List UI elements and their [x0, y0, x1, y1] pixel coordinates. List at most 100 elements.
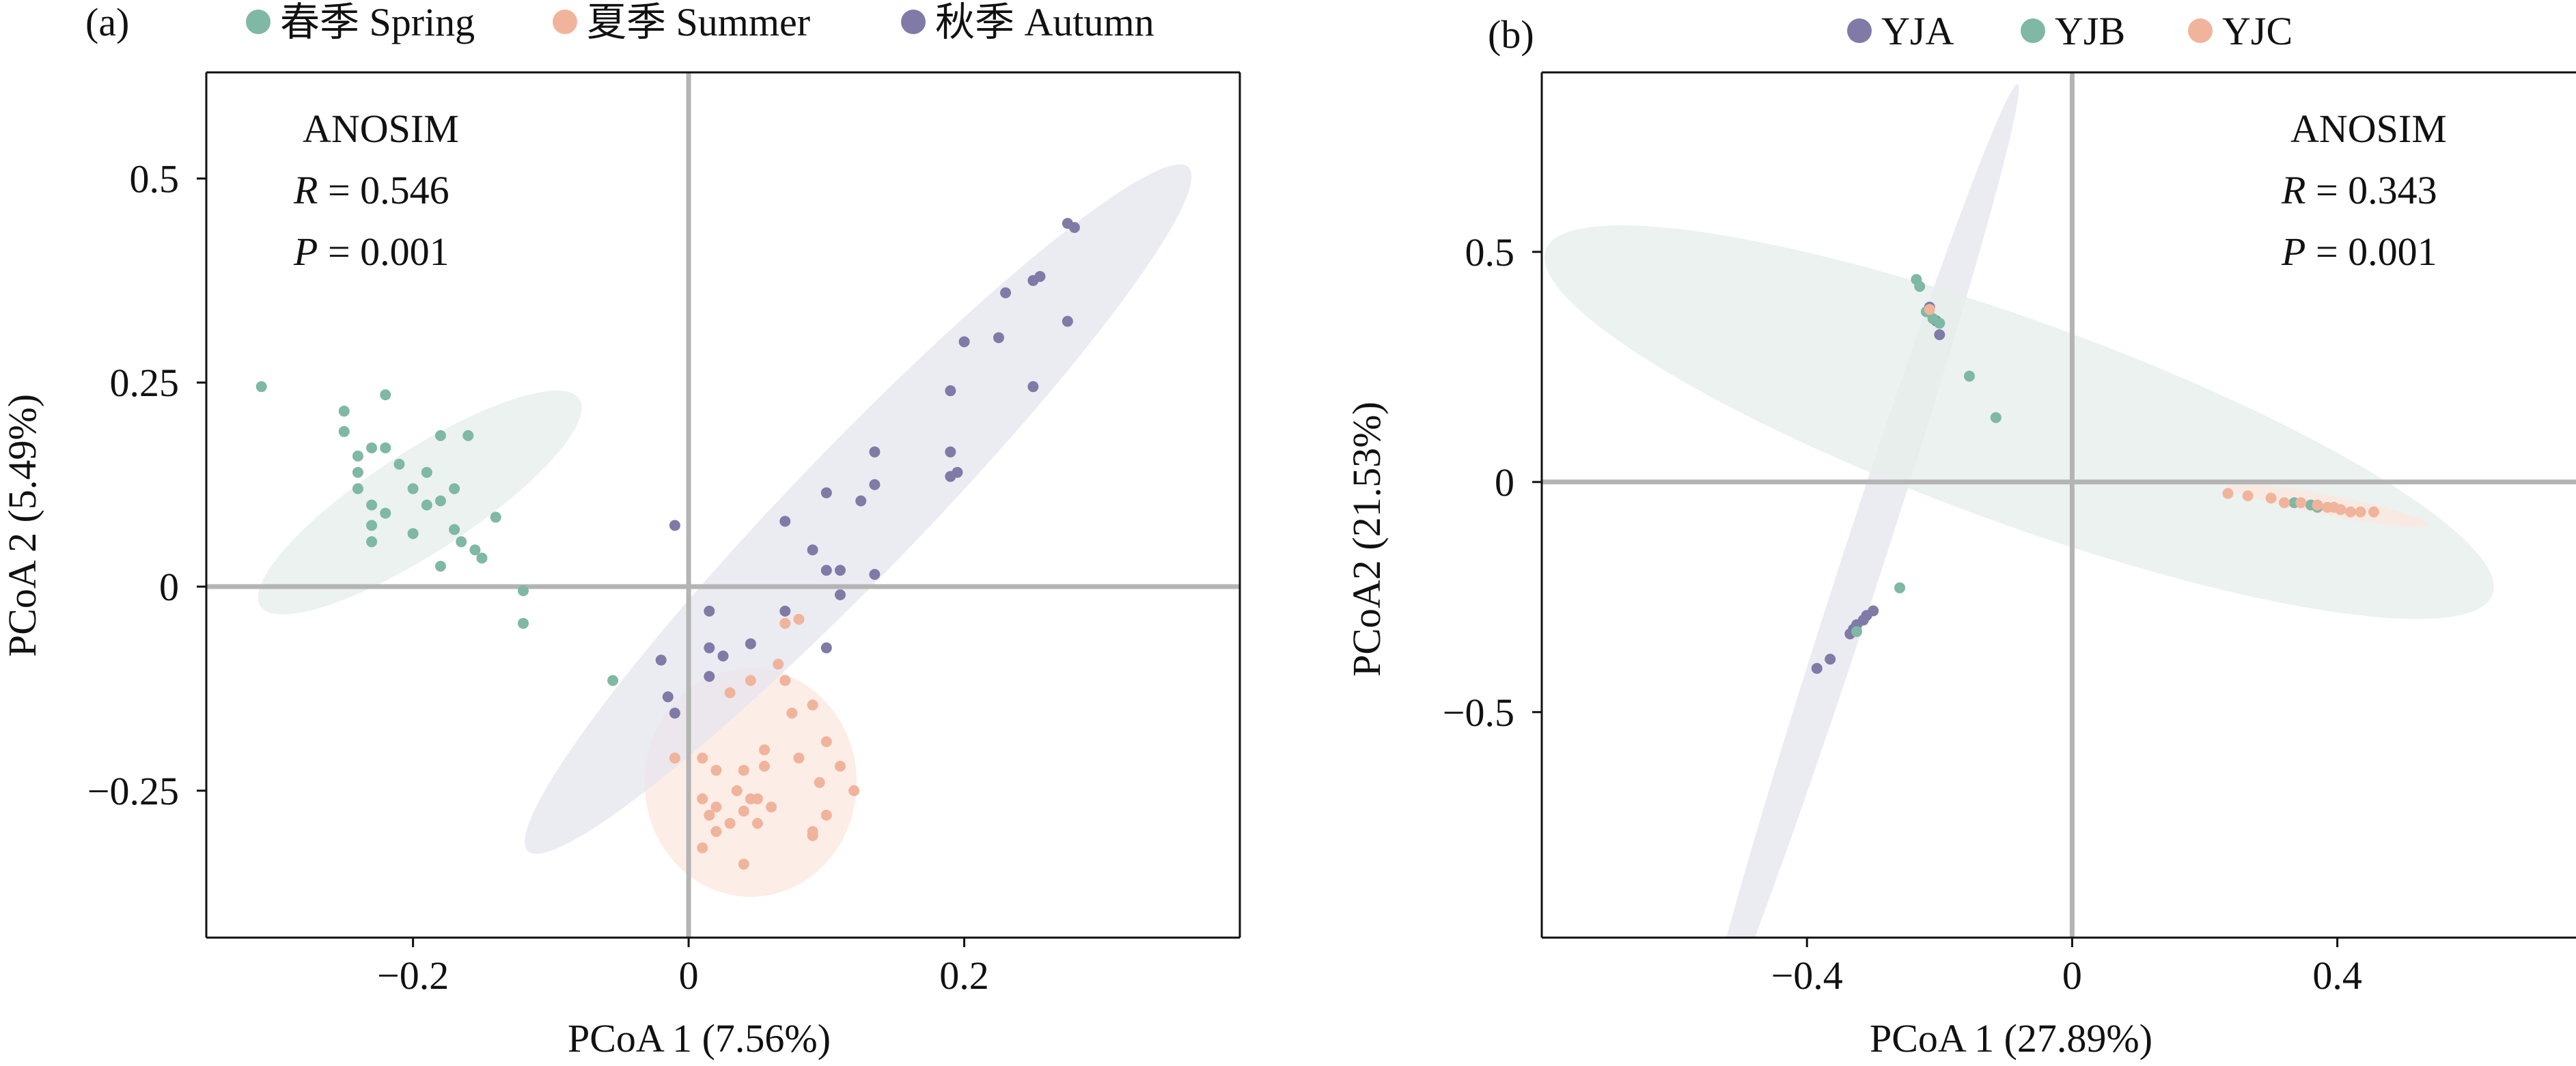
legend-marker: [2021, 18, 2045, 43]
point-series-1-8: [759, 744, 771, 756]
point-series-0-10: [393, 458, 405, 470]
anosim-r-label: R: [293, 168, 318, 212]
point-series-2-3: [1027, 275, 1039, 286]
anosim-p: P = 0.001: [2281, 229, 2437, 274]
point-series-2-9: [2335, 504, 2346, 516]
x-tick-label: 0.4: [2312, 953, 2362, 998]
point-series-0-4: [352, 450, 363, 462]
point-series-1-12: [669, 753, 680, 764]
legend-label: 春季 Spring: [280, 0, 475, 44]
panel-b-axes: −0.4 0 0.4 −0.5 0 0.5 PCoA 1 (27.89%) PCoA2 (21…: [1344, 71, 2576, 1061]
point-series-0-22: [456, 536, 467, 548]
point-series-0-19: [421, 499, 432, 511]
point-series-1-27: [751, 817, 763, 829]
point-series-2-26: [704, 642, 715, 654]
point-series-2-21: [834, 565, 846, 576]
point-series-2-12: [2368, 506, 2379, 518]
point-series-1-25: [710, 801, 722, 813]
y-tick-label: 0: [1495, 460, 1514, 505]
point-series-1-13: [710, 764, 722, 776]
point-series-1-32: [738, 858, 749, 870]
anosim-r: R = 0.343: [2281, 168, 2437, 212]
point-series-1-3: [779, 675, 791, 686]
point-series-0-25: [366, 536, 378, 548]
legend-marker: [2188, 18, 2213, 43]
point-series-0-23: [469, 544, 481, 556]
point-series-1-33: [807, 830, 818, 841]
anosim-title: ANOSIM: [303, 107, 459, 151]
point-series-1-11: [697, 753, 708, 764]
anosim-r-label: R: [2281, 168, 2305, 212]
point-series-2-33: [669, 707, 680, 719]
panel-b-plot-area: [1542, 72, 2576, 938]
legend-label: 秋季 Autumn: [935, 0, 1154, 44]
anosim-p-value: = 0.001: [318, 229, 449, 274]
point-series-1-6: [1990, 412, 2002, 423]
ellipse-series-0: [258, 391, 582, 615]
point-series-0-26: [407, 528, 419, 539]
legend-marker: [553, 10, 577, 34]
legend-label: 夏季 Summer: [587, 0, 810, 44]
point-series-0-20: [449, 524, 460, 535]
y-axis-label: PCoA2 (21.53%): [1344, 402, 1389, 677]
point-series-2-28: [820, 642, 832, 654]
point-series-0-16: [434, 495, 446, 507]
point-series-0-30: [607, 675, 619, 686]
point-series-2-11: [945, 446, 956, 458]
point-series-2-24: [704, 605, 715, 617]
point-series-0-9: [1825, 654, 1836, 665]
point-series-1-8: [1851, 626, 1862, 637]
legend-marker: [901, 10, 926, 34]
anosim-r-value: = 0.343: [2305, 168, 2437, 212]
point-series-2-29: [717, 650, 729, 662]
point-series-0-27: [434, 561, 446, 572]
point-series-0-21: [490, 511, 501, 523]
point-series-0-12: [434, 430, 446, 441]
point-series-1-24: [697, 793, 708, 804]
point-series-0-13: [462, 430, 474, 441]
point-series-1-14: [738, 764, 749, 776]
legend-marker: [246, 10, 271, 34]
panel-a: (a) 春季 Spring 夏季 Summer 秋季 Autumn −0.2 0 0.2…: [0, 0, 1241, 1061]
point-series-1-31: [697, 842, 708, 854]
point-series-2-1: [1068, 222, 1080, 234]
point-series-0-3: [380, 389, 391, 401]
panel-a-label: (a): [85, 0, 129, 44]
x-tick-label: 0.2: [939, 953, 989, 998]
point-series-2-22: [869, 569, 881, 580]
point-series-0-5: [352, 466, 363, 478]
point-series-2-5: [1062, 315, 1073, 327]
legend-label: YJA: [1881, 9, 1954, 53]
point-series-2-7: [993, 332, 1004, 343]
panel-b-label: (b): [1488, 12, 1534, 57]
point-series-0-0: [255, 381, 267, 393]
x-axis-label: PCoA 1 (27.89%): [1870, 1016, 2152, 1061]
point-series-1-1: [779, 617, 791, 629]
point-series-1-21: [751, 793, 763, 804]
y-tick-label: −0.5: [1443, 690, 1514, 735]
point-series-1-10: [793, 753, 805, 764]
plot-content: [206, 72, 1240, 938]
point-series-2-3: [2265, 492, 2277, 504]
point-series-1-22: [738, 805, 749, 817]
point-series-1-15: [759, 760, 771, 772]
point-series-2-15: [820, 487, 832, 499]
point-series-2-25: [779, 605, 791, 617]
anosim-p-label: P: [293, 229, 318, 274]
plot-content: [1542, 72, 2576, 938]
point-series-0-29: [517, 617, 529, 629]
point-series-2-19: [807, 544, 818, 556]
point-series-0-15: [449, 483, 460, 494]
point-series-0-8: [352, 483, 363, 494]
point-series-2-20: [820, 565, 832, 576]
point-series-1-19: [731, 785, 743, 796]
point-series-0-7: [380, 442, 391, 453]
point-series-2-9: [945, 385, 956, 397]
point-series-1-16: [834, 760, 846, 772]
panel-b-anosim: ANOSIM R = 0.343 P = 0.001: [2281, 107, 2447, 274]
point-series-1-26: [724, 817, 736, 829]
point-series-2-10: [869, 446, 881, 458]
point-series-2-16: [855, 495, 867, 507]
point-series-1-28: [820, 809, 832, 821]
point-series-1-17: [814, 776, 825, 788]
